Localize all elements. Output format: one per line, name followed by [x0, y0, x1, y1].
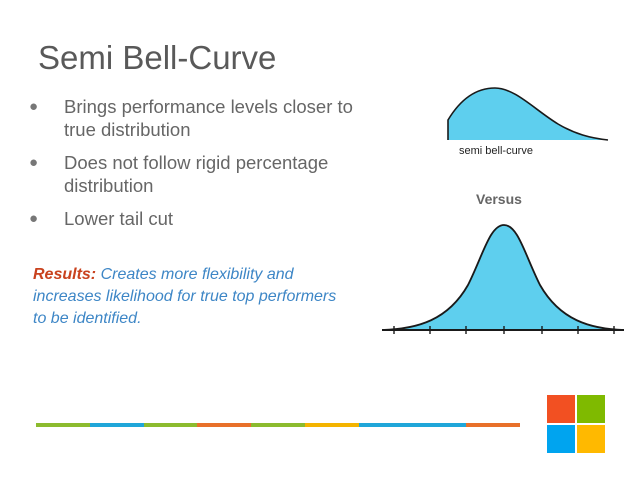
color-bar-segment	[358, 423, 413, 427]
bullet-item: ● Lower tail cut	[24, 207, 364, 230]
bullet-dot-icon: ●	[29, 98, 39, 115]
semi-bell-curve-caption: semi bell-curve	[459, 145, 533, 157]
slide-title: Semi Bell-Curve	[38, 39, 277, 76]
color-bar-segment	[143, 423, 198, 427]
color-bar-segment	[36, 423, 90, 427]
color-bar-segment	[197, 423, 252, 427]
logo-square	[577, 425, 605, 453]
bullet-item: ● Does not follow rigid percentage distr…	[24, 151, 364, 197]
results-text: Creates more flexibility and increases l…	[33, 266, 337, 327]
semi-bell-curve-graphic	[447, 87, 609, 141]
logo-square	[577, 395, 605, 423]
results-label: Results:	[33, 266, 97, 283]
logo-square	[547, 425, 575, 453]
color-bar-segment	[412, 423, 467, 427]
bullet-dot-icon: ●	[29, 210, 39, 227]
bullet-item: ● Brings performance levels closer to tr…	[24, 95, 364, 141]
color-bar-segment	[251, 423, 305, 427]
color-bar-segment	[89, 423, 144, 427]
bullet-text: Brings performance levels closer to true…	[64, 96, 353, 140]
color-bar-segment	[466, 423, 521, 427]
results-paragraph: Results: Creates more flexibility and in…	[33, 264, 353, 330]
windows-logo-icon	[547, 395, 605, 453]
color-bar-divider	[36, 423, 521, 427]
bullet-dot-icon: ●	[29, 154, 39, 171]
color-bar-segment	[304, 423, 359, 427]
bullet-text: Does not follow rigid percentage distrib…	[64, 152, 329, 196]
bullet-text: Lower tail cut	[64, 208, 173, 229]
versus-label: Versus	[476, 191, 522, 207]
bullet-list: ● Brings performance levels closer to tr…	[24, 95, 364, 240]
bell-curve-graphic	[381, 224, 625, 334]
logo-square	[547, 395, 575, 423]
